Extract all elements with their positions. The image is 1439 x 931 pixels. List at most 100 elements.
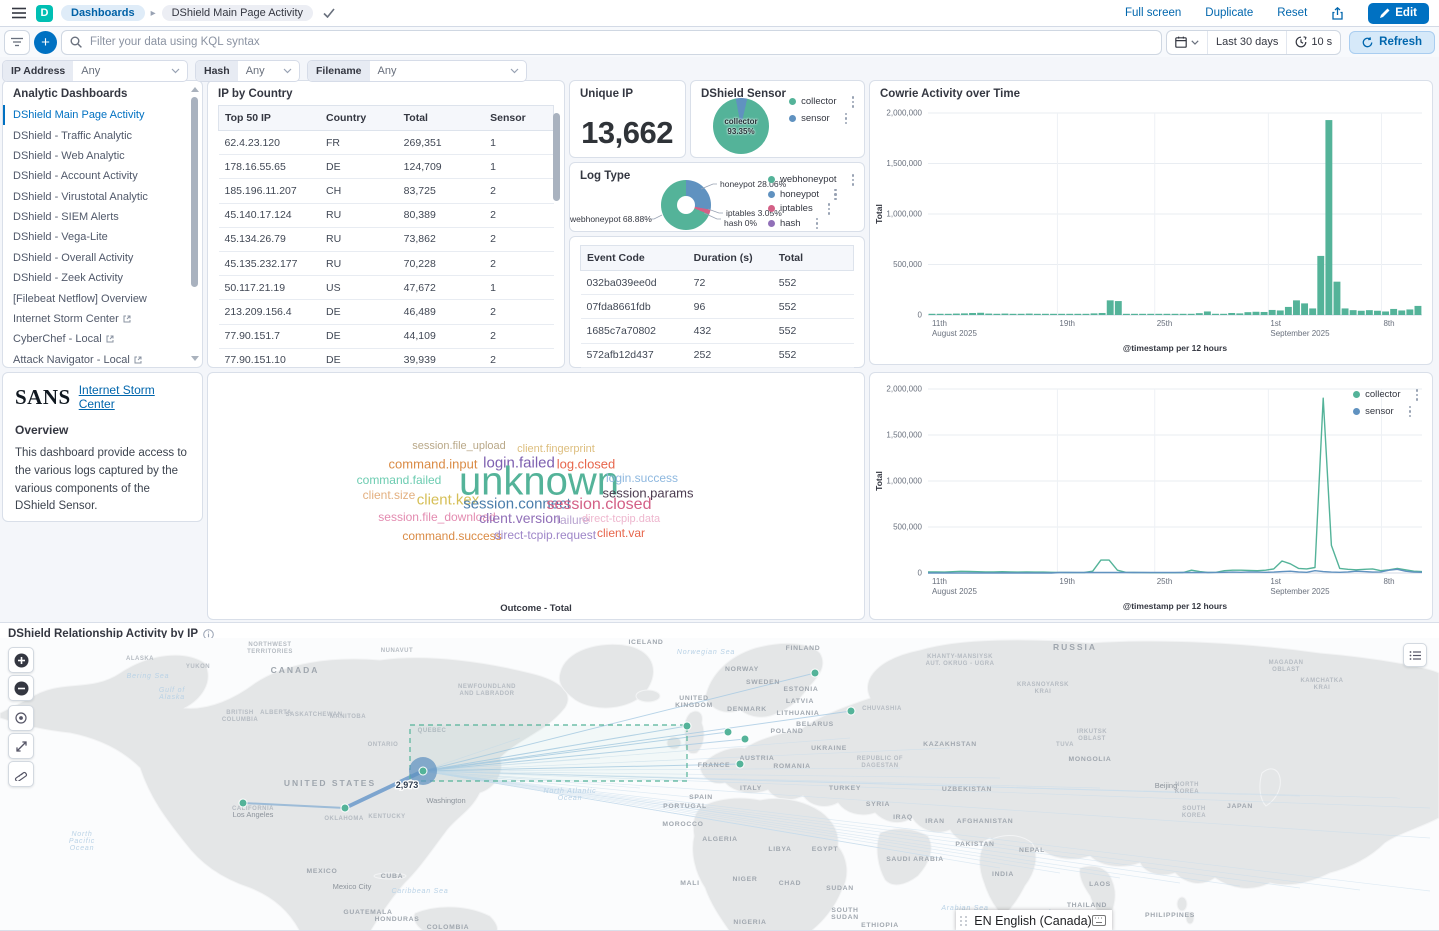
bar[interactable] bbox=[1268, 309, 1276, 315]
column-header[interactable]: Total bbox=[397, 105, 485, 131]
tagcloud-word[interactable]: client.var bbox=[596, 526, 646, 540]
sidebar-item[interactable]: DShield - Virustotal Analytic bbox=[3, 187, 188, 207]
language-selector[interactable]: EN English (Canada) bbox=[956, 910, 1112, 930]
bar[interactable] bbox=[1398, 310, 1406, 315]
bar[interactable] bbox=[1284, 306, 1292, 315]
bar[interactable] bbox=[1114, 301, 1122, 315]
map-selection-box[interactable] bbox=[409, 724, 688, 782]
bar[interactable] bbox=[1017, 313, 1025, 315]
legend-item[interactable]: collector bbox=[1353, 389, 1418, 401]
bar[interactable] bbox=[1033, 313, 1041, 315]
bar[interactable] bbox=[1212, 313, 1219, 315]
bar[interactable] bbox=[1195, 313, 1203, 315]
column-header[interactable]: Total bbox=[772, 245, 854, 271]
sidebar-item[interactable]: DShield - Web Analytic bbox=[3, 146, 188, 166]
column-header[interactable]: Sensor bbox=[484, 105, 555, 131]
tagcloud-word[interactable]: session.connect bbox=[463, 495, 571, 513]
bar[interactable] bbox=[977, 312, 985, 315]
line-series-collector[interactable] bbox=[928, 397, 1423, 574]
tagcloud-word[interactable]: client.fingerprint bbox=[517, 443, 595, 455]
bar[interactable] bbox=[1374, 310, 1381, 315]
legend-menu-icon[interactable] bbox=[1415, 389, 1418, 401]
tagcloud-word[interactable]: direct-tcpip.request bbox=[493, 528, 597, 542]
bar[interactable] bbox=[1382, 311, 1390, 315]
sidebar-item[interactable]: DShield - Zeek Activity bbox=[3, 268, 188, 288]
bar[interactable] bbox=[1147, 313, 1155, 315]
refresh-interval-button[interactable]: 10 s bbox=[1286, 30, 1340, 54]
legend-menu-icon[interactable] bbox=[1408, 405, 1412, 417]
tagcloud-word[interactable]: session.params bbox=[602, 485, 694, 501]
map-point[interactable] bbox=[238, 798, 248, 808]
map-locate-button[interactable] bbox=[8, 705, 34, 731]
bar[interactable] bbox=[1357, 310, 1365, 315]
legend-item[interactable]: iptables bbox=[767, 203, 854, 215]
legend-menu-icon[interactable] bbox=[851, 96, 854, 108]
bar[interactable] bbox=[1074, 313, 1082, 315]
map-point[interactable] bbox=[810, 668, 820, 678]
bar[interactable] bbox=[1155, 313, 1163, 315]
legend-item[interactable]: sensor bbox=[789, 112, 854, 124]
duplicate-button[interactable]: Duplicate bbox=[1205, 7, 1254, 19]
legend-item[interactable]: collector bbox=[789, 96, 854, 108]
sidebar-item[interactable]: DShield - SIEM Alerts bbox=[3, 207, 188, 227]
bar[interactable] bbox=[1414, 305, 1422, 315]
bar[interactable] bbox=[1333, 281, 1341, 315]
map-legend-button[interactable] bbox=[1403, 643, 1427, 667]
sidebar-item[interactable]: DShield - Traffic Analytic bbox=[3, 125, 188, 145]
bar[interactable] bbox=[1090, 313, 1098, 315]
tagcloud-word[interactable]: client.kex bbox=[416, 491, 480, 509]
bar[interactable] bbox=[985, 313, 993, 315]
calendar-menu-button[interactable] bbox=[1167, 31, 1207, 54]
sidebar-item[interactable]: DShield - Vega-Lite bbox=[3, 227, 188, 247]
bar[interactable] bbox=[1139, 313, 1147, 315]
bar[interactable] bbox=[1349, 310, 1357, 315]
bar[interactable] bbox=[1009, 313, 1017, 315]
bar[interactable] bbox=[993, 313, 1001, 315]
sidebar-item[interactable]: DShield - Account Activity bbox=[3, 166, 188, 186]
map-point[interactable] bbox=[735, 759, 745, 769]
bar[interactable] bbox=[1131, 313, 1138, 315]
hash-control[interactable]: Hash Any bbox=[195, 60, 300, 82]
kql-search-input[interactable] bbox=[88, 35, 1153, 49]
bar[interactable] bbox=[1236, 313, 1244, 315]
tagcloud-word[interactable]: command.failed bbox=[356, 473, 442, 487]
internet-storm-center-link[interactable]: Internet Storm Center bbox=[78, 383, 155, 411]
bar[interactable] bbox=[1171, 313, 1179, 315]
legend-menu-icon[interactable] bbox=[815, 217, 819, 229]
scroll-up-icon[interactable] bbox=[191, 87, 199, 92]
legend-item[interactable]: honeypot bbox=[767, 188, 854, 200]
log-type-donut-chart[interactable] bbox=[661, 180, 711, 230]
map-point[interactable] bbox=[846, 706, 856, 716]
bar[interactable] bbox=[1293, 300, 1300, 315]
elastic-space-logo[interactable]: D bbox=[36, 4, 53, 22]
saved-check-icon[interactable] bbox=[321, 6, 337, 20]
map-point[interactable] bbox=[740, 734, 750, 744]
drag-handle-icon[interactable] bbox=[960, 915, 968, 926]
sidebar-item[interactable]: DShield - Overall Activity bbox=[3, 248, 188, 268]
bar[interactable] bbox=[1390, 308, 1398, 315]
cowrie-bar-chart[interactable]: 0 500,000 1,000,000 1,500,000 2,000,000 11thA… bbox=[870, 103, 1430, 361]
bar[interactable] bbox=[1325, 120, 1333, 315]
bar[interactable] bbox=[1252, 311, 1260, 315]
tagcloud-word[interactable]: session.file_download bbox=[378, 510, 496, 524]
bar[interactable] bbox=[1309, 308, 1317, 315]
legend-item[interactable]: sensor bbox=[1353, 405, 1418, 417]
legend-menu-icon[interactable] bbox=[844, 112, 848, 124]
bar[interactable] bbox=[944, 313, 952, 315]
hamburger-menu-icon[interactable] bbox=[10, 5, 28, 21]
legend-item[interactable]: hash bbox=[767, 217, 854, 229]
map-point[interactable] bbox=[682, 721, 692, 731]
bar[interactable] bbox=[1276, 310, 1284, 315]
legend-item[interactable]: webhoneypot bbox=[767, 174, 854, 186]
edit-button[interactable]: Edit bbox=[1368, 2, 1429, 24]
filename-control[interactable]: Filename Any bbox=[307, 60, 527, 82]
legend-menu-icon[interactable] bbox=[851, 174, 854, 186]
tagcloud-word[interactable]: failure bbox=[556, 513, 590, 527]
map-point[interactable] bbox=[340, 803, 350, 813]
bar[interactable] bbox=[1025, 313, 1033, 315]
tagcloud-word[interactable]: session.closed bbox=[546, 496, 652, 513]
bar[interactable] bbox=[1365, 310, 1373, 315]
bar[interactable] bbox=[1244, 312, 1252, 315]
bar[interactable] bbox=[1203, 311, 1211, 315]
tagcloud-word[interactable]: log.closed bbox=[556, 456, 616, 472]
